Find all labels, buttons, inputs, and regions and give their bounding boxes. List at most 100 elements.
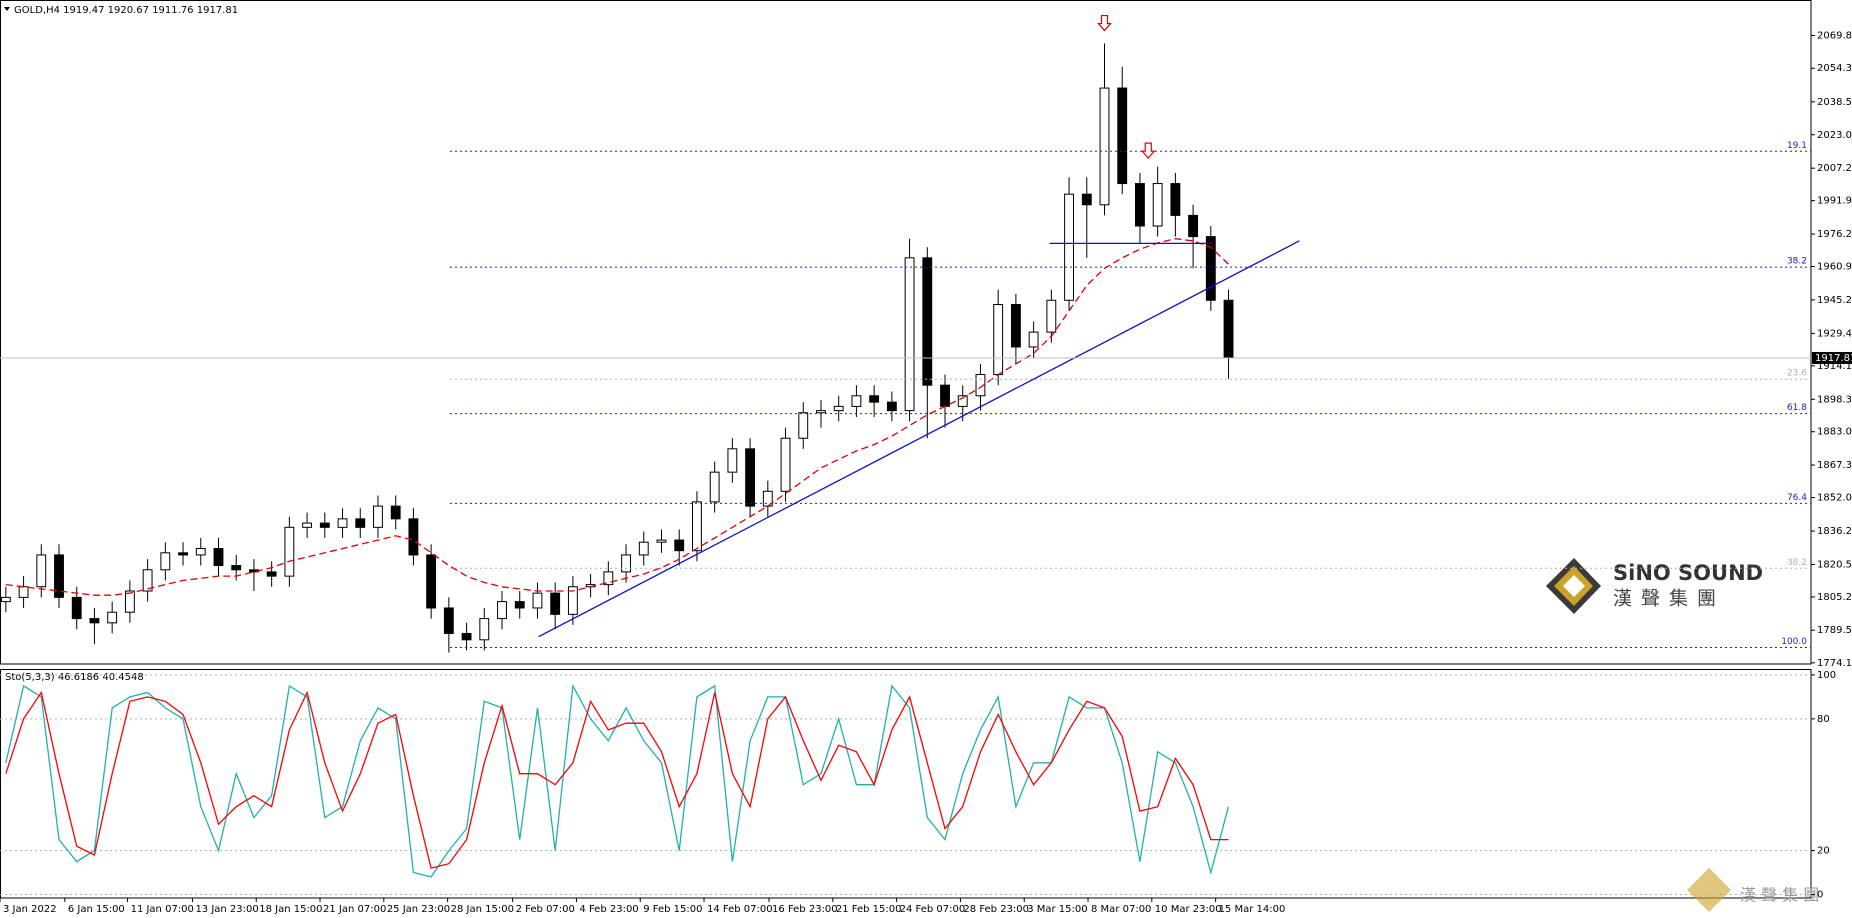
candle-body: [851, 395, 862, 407]
y-tick-label: 1883.05: [1817, 427, 1852, 438]
candle-body: [319, 522, 330, 528]
candle-body: [674, 539, 685, 552]
trendline: [538, 240, 1300, 638]
candle-body: [780, 437, 791, 492]
candle-body: [833, 405, 844, 412]
candle-body: [1223, 299, 1234, 359]
candle-body: [869, 395, 880, 403]
candle-body: [621, 554, 631, 573]
candle-body: [957, 395, 968, 407]
fib-label: 38.2: [1787, 558, 1807, 568]
x-tick-label: 10 Mar 23:00: [1155, 904, 1222, 915]
x-tick-label: 13 Jan 23:00: [195, 904, 258, 915]
last-price-label: 1917.81: [1815, 353, 1852, 364]
arrow-marker: [1140, 142, 1156, 160]
y-tick-label: 1976.20: [1817, 229, 1852, 240]
fib-label: 38.2: [1787, 257, 1807, 267]
candle-body: [816, 410, 826, 414]
candle-body: [107, 611, 118, 624]
indicator-title: Sto(5,3,3) 46.6186 40.4548: [5, 672, 144, 683]
candle-body: [550, 592, 561, 615]
candle-body: [408, 518, 419, 556]
candle-body: [1046, 299, 1057, 333]
candle-body: [1135, 183, 1145, 227]
candle-body: [124, 590, 135, 613]
candle-body: [993, 304, 1004, 376]
x-tick-label: 15 Mar 14:00: [1219, 904, 1286, 915]
logo-chinese: 漢聲集團: [1613, 588, 1725, 610]
candle-body: [940, 384, 950, 407]
y-tick-label: 1867.35: [1817, 460, 1852, 471]
logo: SiNO SOUND 漢聲集團: [1546, 558, 1763, 614]
watermark-diamond: [1687, 868, 1731, 912]
candle-body: [1064, 193, 1074, 301]
candle-body: [762, 490, 773, 507]
y-tick-label: 1945.20: [1817, 295, 1852, 306]
main-frame: [0, 0, 1812, 665]
x-tick-label: 25 Jan 23:00: [387, 904, 450, 915]
arrow-marker: [1097, 14, 1112, 32]
candle-body: [567, 586, 578, 615]
logo-name: SiNO SOUND: [1613, 561, 1763, 585]
candle-body: [1152, 183, 1163, 227]
candle-body: [355, 518, 366, 528]
candle-body: [727, 448, 738, 473]
candle-body: [302, 522, 313, 528]
candle-body: [1099, 87, 1110, 206]
x-tick-label: 24 Feb 07:00: [900, 904, 966, 915]
candle-body: [514, 601, 525, 609]
y-tick-label: 1836.25: [1817, 526, 1852, 537]
candle-body: [373, 505, 383, 528]
chart-title: GOLD,H4 1919.47 1920.67 1911.76 1917.81: [14, 5, 238, 16]
candle-body: [1028, 331, 1039, 348]
candle-body: [0, 596, 11, 603]
x-tick-label: 14 Feb 07:00: [707, 904, 773, 915]
y-tick-label: 2054.35: [1817, 63, 1852, 74]
fib-label: 19.1: [1787, 141, 1807, 151]
candle-body: [886, 401, 897, 412]
candle-body: [1188, 214, 1199, 238]
candle-body: [1081, 193, 1092, 206]
candle-body: [922, 257, 933, 386]
y-tick-label: 100: [1817, 670, 1836, 681]
candle-body: [36, 554, 47, 588]
menu-triangle: [4, 7, 10, 11]
candle-body: [178, 552, 188, 556]
candle-body: [745, 448, 756, 507]
fib-label: 61.8: [1787, 403, 1807, 413]
y-tick-label: 0: [1817, 889, 1823, 900]
candle-body: [284, 526, 295, 577]
candle-body: [231, 565, 242, 571]
x-tick-label: 9 Feb 15:00: [643, 904, 702, 915]
watermark: 漢 聲 集 團: [1740, 886, 1819, 905]
x-tick-label: 28 Feb 23:00: [963, 904, 1029, 915]
y-tick-label: 80: [1817, 714, 1830, 725]
candle-body: [71, 596, 82, 620]
x-tick-label: 18 Jan 15:00: [259, 904, 322, 915]
x-tick-label: 3 Jan 2022: [3, 904, 57, 915]
candle-body: [709, 471, 720, 503]
x-tick-label: 4 Feb 23:00: [579, 904, 638, 915]
candle-body: [195, 548, 206, 556]
x-tick-label: 28 Jan 15:00: [451, 904, 514, 915]
candle-body: [54, 554, 64, 598]
y-tick-label: 1789.55: [1817, 625, 1852, 636]
x-tick-label: 3 Mar 15:00: [1027, 904, 1087, 915]
y-tick-label: 1991.95: [1817, 196, 1852, 207]
y-tick-label: 1805.20: [1817, 592, 1852, 603]
x-tick-label: 2 Feb 07:00: [516, 904, 575, 915]
last-price-box: [1812, 351, 1852, 364]
candle-body: [479, 618, 490, 641]
moving-average: [5, 238, 1229, 596]
candle-body: [1205, 236, 1216, 301]
fib-label: 76.4: [1787, 493, 1807, 503]
y-tick-label: 1774.15: [1817, 658, 1852, 669]
candle-body: [1010, 304, 1021, 348]
x-tick-label: 16 Feb 23:00: [772, 904, 838, 915]
candle-body: [692, 501, 702, 552]
y-tick-label: 1929.40: [1817, 328, 1852, 339]
y-tick-label: 1960.90: [1817, 262, 1852, 273]
